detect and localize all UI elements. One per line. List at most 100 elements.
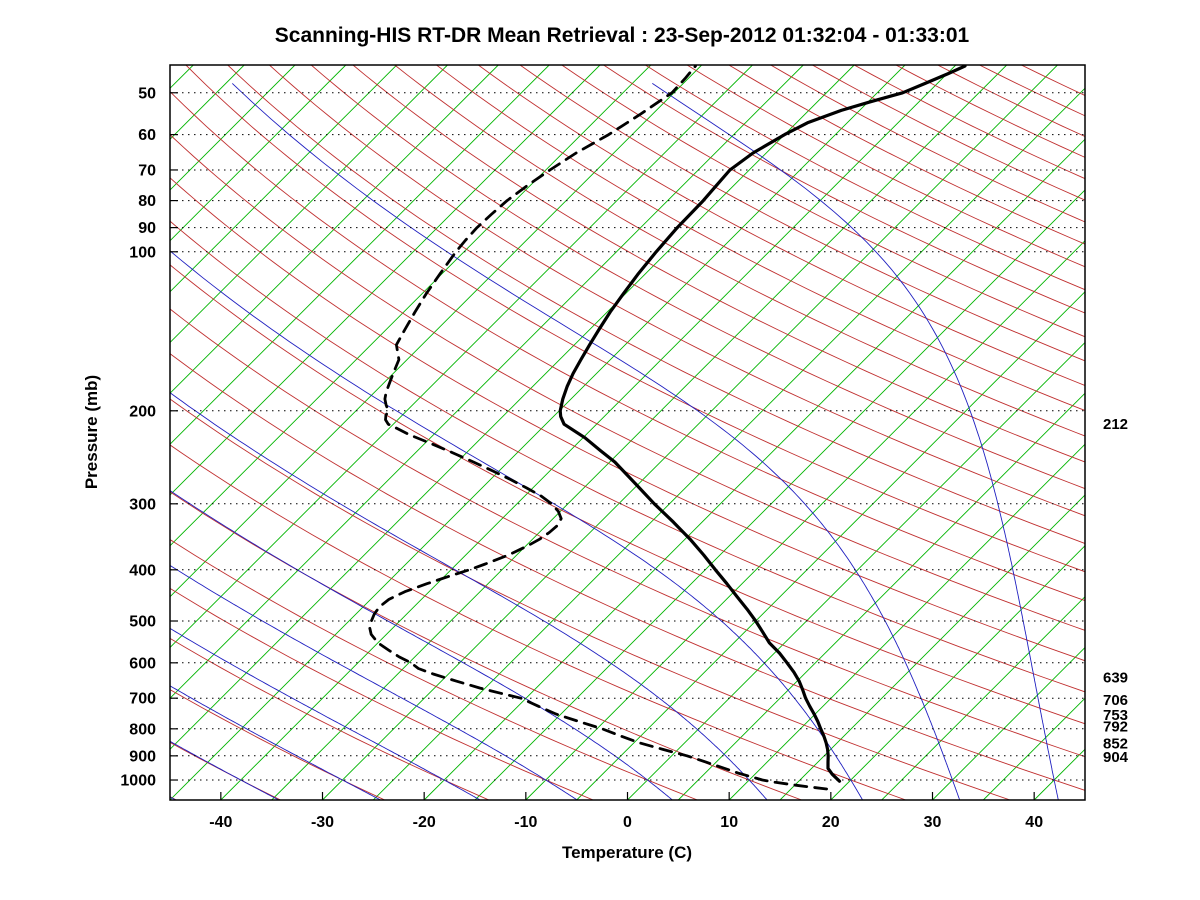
pressure-tick-label: 500: [129, 614, 156, 631]
dry-adiabat-line: [645, 65, 1085, 291]
isotherm-line: [170, 65, 703, 598]
isotherm-line: [932, 646, 1085, 800]
moist-adiabat-line: [170, 685, 381, 800]
significant-level-label: 212: [1103, 416, 1128, 433]
profiles-layer: [368, 65, 967, 791]
significant-level-label: 753: [1103, 707, 1128, 724]
dry-adiabat-line: [170, 220, 1085, 693]
isotherm-line: [170, 65, 906, 800]
pressure-tick-label: 60: [138, 127, 156, 144]
significant-level-label: 852: [1103, 735, 1128, 752]
moist-adiabats-layer: [0, 83, 1059, 800]
dewpoint-profile-line: [368, 65, 828, 791]
pressure-tick-label: 80: [138, 193, 156, 210]
isotherm-line: [170, 65, 448, 344]
pressure-tick-label: 50: [138, 85, 156, 102]
temperature-tick-label: 30: [924, 814, 942, 831]
isotherm-line: [170, 65, 398, 293]
isotherm-line: [779, 494, 1085, 800]
x-axis-label: Temperature (C): [562, 843, 692, 862]
isotherm-line: [170, 65, 499, 394]
isotherm-line: [170, 65, 855, 750]
pressure-tick-label: 200: [129, 403, 156, 420]
moist-adiabat-line: [170, 250, 863, 800]
chart-title: Scanning-HIS RT-DR Mean Retrieval : 23-S…: [275, 24, 970, 47]
moist-adiabat-line: [170, 740, 279, 800]
pressure-tick-label: 800: [129, 721, 156, 738]
axes-layer: 5060708090100200300400500600700800900100…: [120, 64, 1129, 831]
pressure-tick-label: 70: [138, 163, 156, 180]
temperature-tick-label: 20: [822, 814, 840, 831]
significant-level-label: 706: [1103, 692, 1128, 709]
moist-adiabat-line: [170, 627, 480, 800]
moist-adiabat-line: [170, 564, 578, 800]
isotherm-line: [170, 65, 347, 242]
dry-adiabat-line: [170, 134, 1085, 631]
dry-adiabat-line: [310, 65, 1085, 490]
dry-adiabat-line: [603, 65, 1085, 314]
dry-adiabat-line: [853, 65, 1085, 180]
dry-adiabat-line: [979, 65, 1085, 117]
dry-adiabat-line: [937, 65, 1085, 137]
isotherm-line: [881, 596, 1085, 800]
isotherm-line: [372, 87, 1085, 800]
dry-adiabat-line: [170, 353, 1085, 791]
isotherm-line: [220, 65, 957, 800]
isotherms-layer: [170, 65, 1085, 800]
dry-adiabats-layer: [0, 65, 1085, 800]
dry-adiabat-line: [170, 587, 594, 800]
pressure-gridlines-layer: [170, 92, 1085, 781]
dry-adiabat-line: [170, 177, 1085, 662]
dry-adiabat-line: [770, 65, 1085, 223]
pressure-tick-label: 700: [129, 691, 156, 708]
dry-adiabat-line: [170, 264, 1085, 725]
pressure-tick-label: 100: [129, 244, 156, 261]
dry-adiabat-line: [185, 65, 1085, 573]
dry-adiabat-line: [170, 539, 698, 800]
moist-adiabat-line: [170, 490, 673, 800]
isotherm-line: [728, 443, 1085, 800]
significant-level-label: 792: [1103, 719, 1128, 736]
isotherm-line: [170, 65, 652, 547]
moist-adiabat-line: [0, 83, 72, 799]
isotherm-line: [170, 65, 753, 649]
dry-adiabat-line: [170, 398, 1011, 800]
temperature-tick-label: 40: [1025, 814, 1043, 831]
temperature-tick-label: -40: [209, 814, 232, 831]
pressure-tick-label: 90: [138, 220, 156, 237]
temperature-tick-label: -10: [514, 814, 537, 831]
isotherm-line: [525, 240, 1085, 800]
isotherm-line: [170, 65, 601, 496]
isotherm-line: [170, 65, 245, 140]
dry-adiabat-line: [227, 65, 1085, 544]
dry-adiabat-line: [269, 65, 1085, 517]
significant-level-label: 904: [1103, 749, 1129, 766]
pressure-tick-label: 1000: [120, 773, 156, 790]
dry-adiabat-line: [170, 90, 1085, 602]
dry-adiabat-line: [170, 308, 1085, 758]
plot-layers: 5060708090100200300400500600700800900100…: [0, 64, 1129, 831]
pressure-tick-label: 300: [129, 496, 156, 513]
isotherm-line: [271, 65, 1008, 800]
isotherm-line: [423, 138, 1085, 800]
temperature-tick-label: 10: [720, 814, 738, 831]
dry-adiabat-line: [519, 65, 1085, 362]
temperature-tick-label: -20: [413, 814, 436, 831]
temperature-tick-label: -30: [311, 814, 334, 831]
dry-adiabat-line: [0, 65, 72, 800]
dry-adiabat-line: [170, 444, 906, 800]
dry-adiabat-line: [394, 65, 1085, 437]
isotherm-line: [677, 392, 1085, 800]
temperature-tick-label: 0: [623, 814, 632, 831]
dry-adiabat-line: [170, 689, 385, 800]
dry-adiabat-line: [686, 65, 1085, 268]
dry-adiabat-line: [170, 491, 802, 800]
isotherm-line: [170, 65, 804, 699]
dry-adiabat-line: [352, 65, 1085, 463]
isotherm-line: [170, 65, 550, 445]
significant-level-label: 639: [1103, 669, 1128, 686]
temperature-profile-line: [558, 65, 967, 783]
isotherm-line: [170, 65, 296, 191]
